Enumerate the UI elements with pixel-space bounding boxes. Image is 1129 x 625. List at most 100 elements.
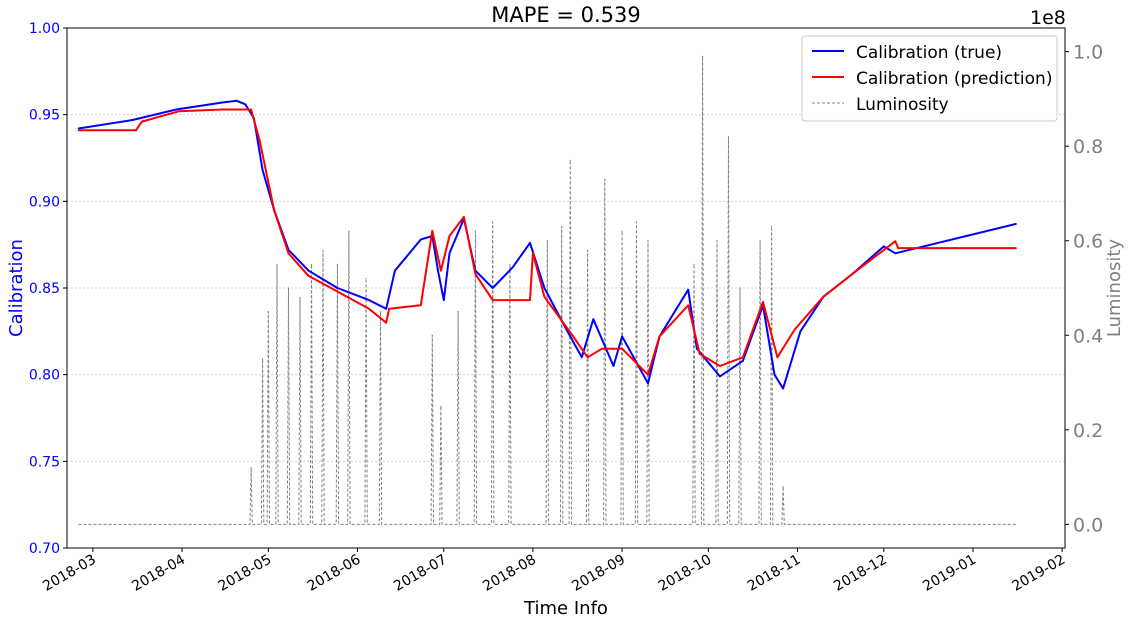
calibration-true-point <box>336 287 339 289</box>
calibration-prediction-point <box>258 139 261 142</box>
calibration-true-point <box>244 103 247 106</box>
luminosity-peak-point <box>739 287 741 289</box>
x-axis-label: Time Info <box>523 598 608 619</box>
calibration-prediction-point <box>250 108 252 111</box>
luminosity-peak-point <box>635 221 638 223</box>
y-right-axis-ticks: 0.0 0.2 0.4 0.6 0.8 1.0 <box>1065 42 1103 536</box>
calibration-prediction-point <box>273 209 275 211</box>
luminosity-peak-point <box>509 263 511 265</box>
calibration-true-point <box>394 269 396 272</box>
luminosity-peak-point <box>336 263 338 265</box>
y-right-tick-label: 0.4 <box>1073 325 1103 347</box>
luminosity-peak-point <box>431 334 433 336</box>
luminosity-peak-point <box>287 287 290 289</box>
calibration-true-point <box>175 108 178 111</box>
y-right-tick-label: 0.6 <box>1073 231 1103 253</box>
luminosity-peak-point <box>693 263 695 265</box>
x-tick-label: 2018-10 <box>656 552 715 595</box>
luminosity-peak-point <box>310 263 313 265</box>
calibration-true-point <box>894 252 897 255</box>
calibration-prediction-point <box>1015 247 1017 249</box>
x-tick-label: 2018-08 <box>480 552 539 595</box>
x-axis-ticks: 2018-03 2018-04 2018-05 2018-06 2018-07 2018-… <box>40 548 1068 595</box>
x-tick-label: 2019-02 <box>1009 552 1068 595</box>
calibration-prediction-point <box>897 247 899 249</box>
y-right-tick-label: 1.0 <box>1073 42 1103 64</box>
calibration-prediction-point <box>698 353 701 355</box>
calibration-prediction-point <box>793 328 796 331</box>
legend-luminosity-label: Luminosity <box>856 95 949 115</box>
y-left-tick-label: 0.95 <box>29 108 60 124</box>
luminosity-peak-point <box>261 358 264 360</box>
luminosity-peak-point <box>546 240 548 242</box>
calibration-true-point <box>419 238 422 241</box>
calibration-prediction-point <box>77 129 80 132</box>
calibration-true-point <box>491 287 494 289</box>
luminosity-peak-point <box>492 221 494 223</box>
calibration-true-point <box>799 330 802 333</box>
calibration-true-point <box>621 335 623 338</box>
calibration-true-point <box>448 252 451 255</box>
x-tick-label: 2018-05 <box>216 552 275 595</box>
calibration-true-point <box>221 101 224 104</box>
luminosity-peak-point <box>586 249 589 251</box>
calibration-true-point <box>261 169 264 171</box>
right-axis-multiplier: 1e8 <box>1030 7 1066 29</box>
y-left-tick-label: 0.70 <box>29 541 60 557</box>
calibration-true-point <box>1015 223 1017 225</box>
calibration-true-point <box>77 127 80 130</box>
calibration-true-point <box>307 269 310 272</box>
calibration-true-point <box>581 356 583 359</box>
calibration-prediction-point <box>287 252 290 255</box>
x-tick-label: 2018-04 <box>129 552 188 595</box>
luminosity-peak-point <box>716 240 718 242</box>
calibration-true-point <box>742 360 744 362</box>
calibration-true-point <box>647 382 649 385</box>
y-left-tick-label: 0.90 <box>29 194 60 210</box>
luminosity-peak-point <box>569 159 571 161</box>
y-left-tick-label: 0.75 <box>29 454 60 470</box>
calibration-true-point <box>442 299 445 301</box>
calibration-true-point <box>529 242 531 244</box>
luminosity-peak-point <box>782 485 784 488</box>
luminosity-line <box>78 56 1017 525</box>
y-left-tick-label: 0.80 <box>29 368 60 384</box>
x-tick-label: 2018-07 <box>391 552 450 595</box>
luminosity-peak-point <box>379 311 382 313</box>
calibration-prediction-point <box>388 308 390 310</box>
calibration-prediction-point <box>178 110 180 112</box>
calibration-true-point <box>235 100 238 102</box>
calibration-prediction-point <box>647 373 649 376</box>
calibration-prediction-point <box>491 299 494 301</box>
calibration-true-point <box>385 308 388 310</box>
calibration-prediction-point <box>586 356 589 359</box>
x-tick-label: 2019-01 <box>920 552 979 595</box>
legend-prediction-label: Calibration (prediction) <box>856 69 1052 89</box>
calibration-prediction-point <box>687 304 690 307</box>
calibration-prediction-point <box>532 252 534 255</box>
calibration-true-point <box>146 115 149 118</box>
calibration-prediction-point <box>572 335 574 338</box>
y-left-axis-ticks: 0.70 0.75 0.80 0.85 0.90 0.95 1.00 <box>29 21 67 557</box>
luminosity-peak-point <box>267 311 269 313</box>
calibration-prediction-point <box>419 304 422 307</box>
calibration-prediction-point <box>307 275 310 277</box>
calibration-prediction-series <box>77 108 1017 376</box>
luminosity-peak-point <box>474 230 477 232</box>
luminosity-peak-point <box>759 240 761 242</box>
calibration-prediction-point <box>440 269 442 272</box>
calibration-prediction-line <box>78 108 1017 376</box>
y-right-tick-label: 0.2 <box>1073 420 1103 442</box>
luminosity-peak-point <box>299 296 301 299</box>
calibration-prediction-point <box>762 301 764 303</box>
luminosity-series <box>78 55 1017 525</box>
calibration-true-point <box>696 347 698 350</box>
calibration-true-point <box>592 318 595 321</box>
calibration-prediction-point <box>851 273 853 275</box>
luminosity-peak-point <box>348 230 350 232</box>
chart-title: MAPE = 0.539 <box>491 3 640 27</box>
luminosity-peak-point <box>727 136 730 138</box>
calibration-prediction-point <box>529 299 531 301</box>
calibration-prediction-point <box>894 240 897 242</box>
